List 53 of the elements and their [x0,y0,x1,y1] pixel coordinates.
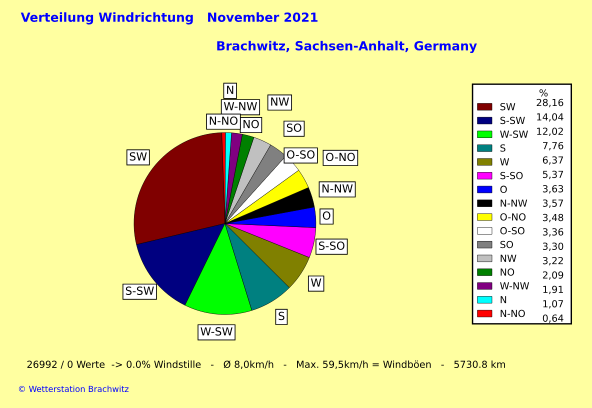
slice-label: NW [271,98,290,106]
text: © Wetterstation Brachwitz [18,386,129,392]
slice-label: S-SO [318,242,344,250]
legend-label: W-NW [500,282,530,290]
legend-label: O [500,186,507,194]
legend-label: O-SO [500,227,524,234]
legend-label: NW [500,254,516,262]
slice-label: W-SW [200,327,232,336]
legend-label: N-NW [500,200,528,207]
legend-title: % [539,89,548,97]
slice-label: W [310,278,322,287]
legend-label: SW [500,102,516,110]
slice-label: SO [286,124,302,132]
data-label: 3,30 [542,242,564,251]
legend-label: O-NO [500,213,526,221]
slice-label: NO [244,120,259,128]
data-label: 1,91 [543,286,563,294]
data-label: 7,76 [543,142,564,150]
data-label: 5,37 [542,170,564,180]
data-label: 3,22 [542,256,563,266]
data-label: 3,63 [542,185,564,194]
text: 26992 / 0 Werte -> 0.0% Windstille - Ø 8,0km/h - Max. 59,5km/h = Windböen - 5730.8 km [27,360,505,369]
data-label: 28,16 [536,98,564,108]
chart-title: Verteilung Windrichtung November 2021 [20,12,318,24]
data-label: 0,64 [542,314,564,323]
legend-label: S-SW [500,116,525,124]
data-label: 12,02 [537,128,563,136]
slice-label: W-NW [224,102,258,110]
slice-label: N-NW [322,184,353,192]
legend-label: S [500,144,506,152]
data-label: 3,57 [542,199,564,208]
chart-subtitle: Brachwitz, Sachsen-Anhalt, Germany [217,40,477,54]
legend-label: N [500,296,506,304]
slice-label: S-SW [126,286,154,295]
slice-label: N-NO [210,116,238,125]
data-label: 14,04 [537,113,564,122]
slice-label: O-SO [286,150,315,159]
data-label: 3,36 [542,228,564,237]
legend-label: N-NO [500,310,525,318]
slice-label: O-NO [326,152,355,162]
data-label: 2,09 [542,271,564,280]
legend-label: W [500,158,510,166]
data-label: 3,48 [542,214,564,222]
slice-label: O [322,211,330,220]
slice-label: SW [130,152,147,161]
legend-label: SO [500,240,514,248]
slice-label: N [227,86,234,94]
data-label: 6,37 [542,156,564,165]
legend-label: NO [500,268,514,276]
legend-label: S-SO [500,172,523,180]
legend-label: W-SW [500,130,528,138]
data-label: 1,07 [543,300,564,308]
slice-label: S [278,312,284,320]
